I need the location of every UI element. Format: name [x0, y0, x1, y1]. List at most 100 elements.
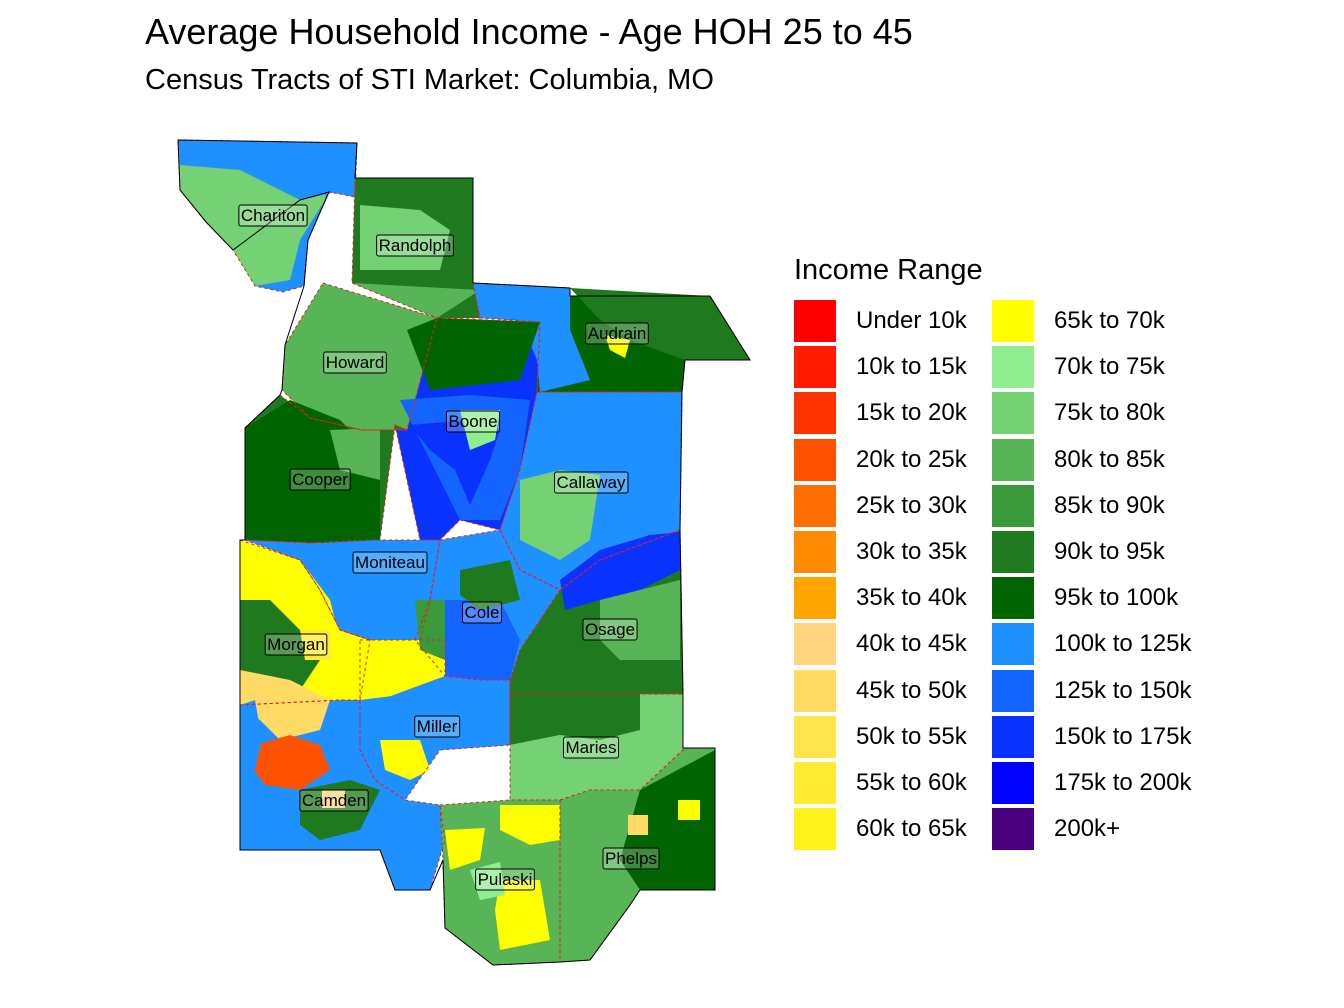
- tract-patch: [358, 640, 445, 700]
- tract-patch: [300, 780, 380, 840]
- county-label-text: Pulaski: [478, 870, 533, 889]
- legend-item: 90k to 95k: [992, 529, 1190, 575]
- legend-item: 70k to 75k: [992, 344, 1190, 390]
- tract-patch: [300, 630, 332, 660]
- legend-label: 15k to 20k: [856, 399, 967, 427]
- legend-swatch: [794, 300, 836, 343]
- legend-swatch: [794, 761, 836, 804]
- tract-patch: [570, 288, 750, 360]
- legend-swatch: [794, 669, 836, 712]
- county-label-box: [554, 471, 629, 494]
- legend-swatch: [794, 715, 836, 758]
- legend-label: 100k to 125k: [1054, 630, 1192, 658]
- legend-swatch: [794, 484, 836, 527]
- legend-item: Under 10k: [794, 298, 992, 344]
- legend-label: 30k to 35k: [856, 538, 967, 566]
- legend-swatch: [794, 438, 836, 481]
- county-label-chariton: Chariton: [238, 204, 308, 227]
- legend-label: 35k to 40k: [856, 584, 967, 612]
- legend-swatch: [794, 346, 836, 389]
- county-label-boone: Boone: [445, 410, 501, 433]
- county-label-text: Morgan: [267, 635, 325, 654]
- legend-swatch: [992, 531, 1034, 574]
- county-label-text: Miller: [417, 717, 458, 736]
- county-label-text: Boone: [448, 412, 497, 431]
- region-outline: [177, 139, 751, 966]
- county-label-box: [602, 847, 660, 870]
- legend-item: 125k to 150k: [992, 668, 1191, 714]
- legend-item: 10k to 15k: [794, 344, 992, 390]
- legend: Income Range Under 10k 10k to 15k 15k to 2…: [794, 250, 1192, 852]
- legend-label: 10k to 15k: [856, 353, 967, 381]
- legend-label: 90k to 95k: [1054, 538, 1165, 566]
- legend-item: 80k to 85k: [992, 437, 1190, 483]
- county-border: [239, 539, 371, 706]
- legend-item: 100k to 125k: [992, 621, 1192, 667]
- county-label-miller: Miller: [414, 715, 461, 738]
- tract-patch: [560, 532, 680, 610]
- legend-swatch: [992, 808, 1034, 851]
- county-label-osage: Osage: [582, 618, 638, 641]
- county-label-text: Callaway: [557, 473, 626, 492]
- county-label-pulaski: Pulaski: [475, 868, 535, 891]
- legend-column: 65k to 70k 70k to 75k 75k to 80k 80k to 85k…: [992, 298, 1192, 852]
- county-label-text: Maries: [565, 738, 616, 757]
- legend-item: 75k to 80k: [992, 390, 1190, 436]
- legend-swatch: [992, 438, 1034, 481]
- county-label-text: Cole: [465, 603, 500, 622]
- legend-label: 45k to 50k: [856, 676, 967, 704]
- legend-swatch: [992, 484, 1034, 527]
- legend-label: 70k to 75k: [1054, 353, 1165, 381]
- tract-patch: [495, 880, 550, 950]
- legend-item: 40k to 45k: [794, 621, 992, 667]
- county-label-box: [352, 551, 428, 574]
- tract-patch: [407, 318, 540, 390]
- county-label-box: [238, 204, 308, 227]
- county-label-cole: Cole: [462, 601, 502, 624]
- legend-item: 20k to 25k: [794, 437, 992, 483]
- legend-label: 50k to 55k: [856, 722, 967, 750]
- tract-patch: [322, 790, 345, 808]
- legend-swatch: [992, 761, 1034, 804]
- county-label-box: [289, 468, 351, 491]
- legend-swatch: [992, 669, 1034, 712]
- county-border: [244, 394, 408, 544]
- legend-swatch: [794, 392, 836, 435]
- county-label-text: Osage: [585, 620, 635, 639]
- tract-patch: [240, 540, 340, 640]
- county-label-morgan: Morgan: [264, 633, 328, 656]
- county-label-box: [323, 351, 387, 374]
- county-label-text: Phelps: [605, 849, 657, 868]
- county-label-text: Chariton: [241, 206, 305, 225]
- legend-title: Income Range: [794, 254, 983, 286]
- county-label-box: [376, 234, 454, 257]
- legend-swatch: [992, 623, 1034, 666]
- legend-item: 15k to 20k: [794, 390, 992, 436]
- county-label-callaway: Callaway: [554, 471, 629, 494]
- legend-column: Under 10k 10k to 15k 15k to 20k 20k to 25k 2…: [794, 298, 992, 852]
- tract-patch: [250, 735, 330, 790]
- county-moniteau-area: [245, 540, 440, 640]
- county-borders: [177, 139, 751, 966]
- tract-patch: [380, 740, 430, 780]
- legend-label: 25k to 30k: [856, 491, 967, 519]
- county-label-text: Howard: [326, 353, 385, 372]
- county-label-text: Audrain: [588, 324, 647, 343]
- legend-label: Under 10k: [856, 307, 967, 335]
- legend-label: 175k to 200k: [1054, 768, 1192, 796]
- legend-label: 75k to 80k: [1054, 399, 1165, 427]
- county-label-text: Cooper: [292, 470, 348, 489]
- county-label-phelps: Phelps: [602, 847, 660, 870]
- legend-label: 200k+: [1054, 815, 1121, 843]
- county-label-camden: Camden: [299, 789, 369, 812]
- tract-patch: [352, 283, 480, 318]
- county-border: [244, 539, 441, 641]
- county-label-moniteau: Moniteau: [352, 551, 428, 574]
- county-label-box: [475, 868, 535, 891]
- tract-patch: [415, 600, 445, 660]
- legend-item: 65k to 70k: [992, 298, 1190, 344]
- legend-label: 95k to 100k: [1054, 584, 1179, 612]
- legend-item: 150k to 175k: [992, 714, 1191, 760]
- county-border: [509, 529, 684, 695]
- legend-item: 55k to 60k: [794, 760, 992, 806]
